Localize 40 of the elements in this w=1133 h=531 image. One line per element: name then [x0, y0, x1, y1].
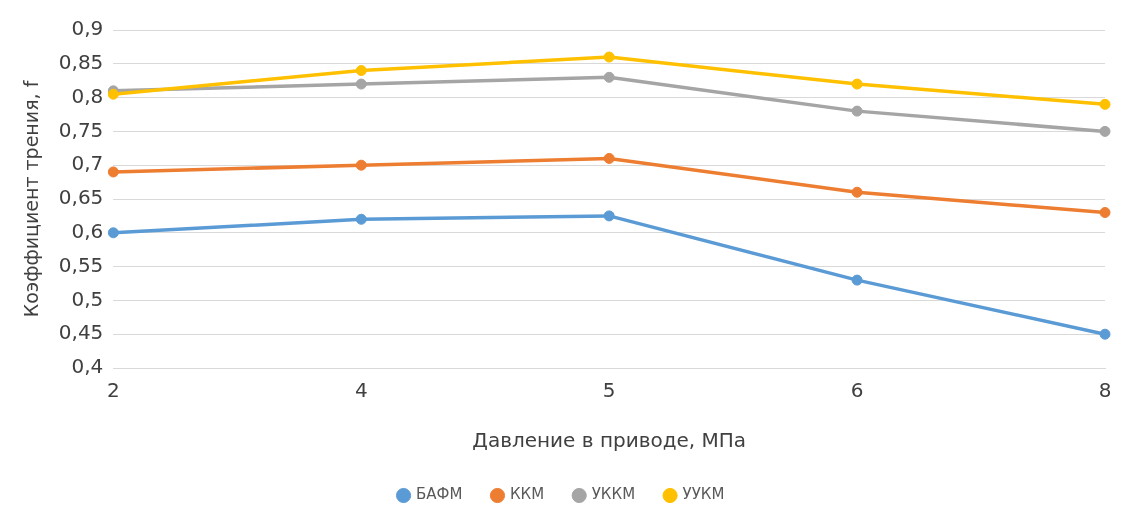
point [107, 166, 119, 178]
point [355, 78, 367, 90]
y-axis-title: Коэффициент трения, f [20, 79, 43, 318]
point [355, 159, 367, 171]
y-tick-label: 0,65 [58, 185, 104, 210]
point [851, 186, 863, 198]
point [603, 152, 615, 164]
point [603, 71, 615, 83]
legend-label: УУКМ [682, 485, 725, 504]
point [1099, 328, 1111, 340]
y-tick-label: 0,5 [71, 286, 104, 311]
point [107, 227, 119, 239]
point [851, 274, 863, 286]
point [1099, 98, 1111, 110]
legend-label: БАФМ [416, 485, 463, 504]
y-tick-label: 0,4 [71, 354, 104, 379]
x-tick-label: 6 [850, 378, 864, 403]
point [1099, 125, 1111, 137]
x-tick-label: 2 [106, 378, 120, 403]
point [851, 105, 863, 117]
x-tick-label: 5 [602, 378, 616, 403]
point [603, 210, 615, 222]
legend-label: ККМ [509, 485, 545, 504]
y-tick-label: 0,7 [71, 151, 104, 176]
y-tick-label: 0,85 [58, 50, 104, 74]
point [1099, 207, 1111, 219]
x-tick-label: 4 [354, 378, 368, 403]
y-tick-label: 0,9 [71, 16, 104, 41]
x-axis-title: Давление в приводе, МПа [472, 428, 747, 453]
point [851, 78, 863, 90]
y-tick-label: 0,55 [58, 252, 104, 277]
y-tick-label: 0,45 [58, 320, 104, 345]
x-tick-label: 8 [1098, 378, 1112, 403]
y-tick-label: 0,6 [71, 219, 104, 243]
point [603, 51, 615, 63]
point [355, 65, 367, 77]
point [355, 213, 367, 225]
legend-label: УККМ [591, 485, 636, 504]
y-tick-label: 0,75 [58, 117, 104, 142]
y-tick-label: 0,8 [71, 83, 104, 108]
